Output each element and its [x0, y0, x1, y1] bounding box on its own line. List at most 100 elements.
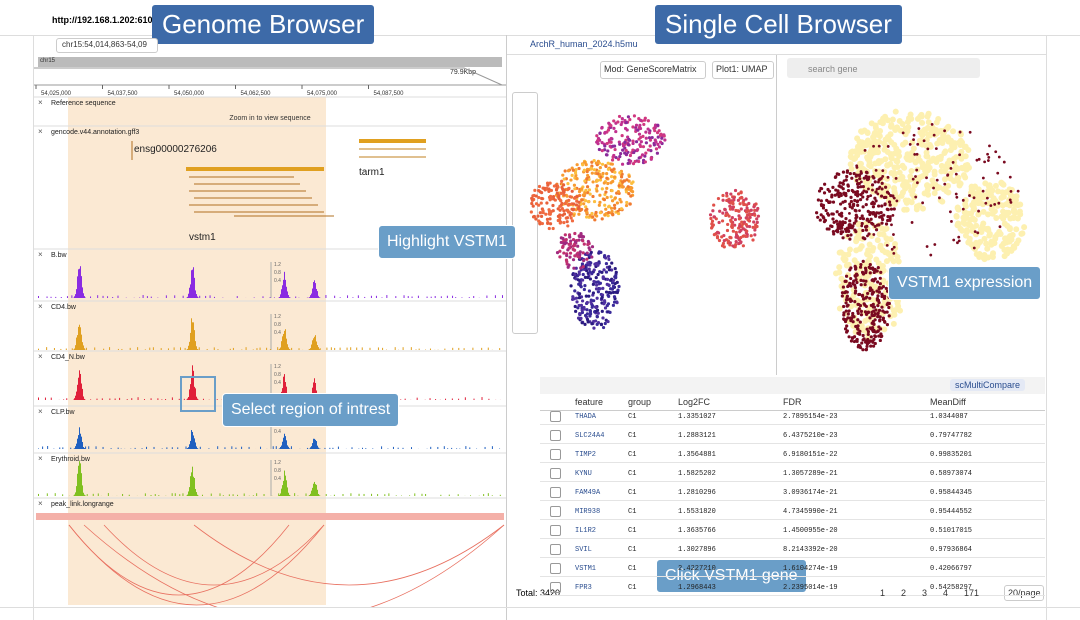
noise — [381, 446, 383, 449]
noise — [96, 398, 98, 400]
cell — [876, 133, 883, 140]
cell — [872, 144, 875, 148]
peak — [192, 322, 193, 350]
cell — [871, 188, 874, 192]
cell — [624, 190, 629, 194]
noise — [213, 296, 215, 298]
cell — [596, 272, 600, 277]
peak — [288, 446, 289, 449]
cell — [882, 226, 889, 233]
peak — [83, 492, 84, 496]
plot-select[interactable] — [712, 61, 774, 79]
cell — [859, 278, 863, 282]
page-button[interactable]: 4 — [943, 588, 949, 598]
noise — [430, 446, 432, 449]
cell — [590, 245, 595, 249]
cell — [570, 207, 574, 211]
cell — [600, 187, 604, 191]
cell — [639, 118, 643, 123]
cell — [925, 111, 932, 118]
cell — [864, 190, 869, 194]
checkbox[interactable] — [550, 563, 561, 574]
checkbox[interactable] — [550, 544, 561, 555]
checkbox[interactable] — [550, 487, 561, 498]
page-button[interactable]: 3 — [922, 588, 928, 598]
column-header: MeanDiff — [930, 397, 966, 407]
page-button[interactable]: 1 — [880, 588, 886, 598]
peak — [313, 281, 314, 298]
peak — [315, 382, 316, 400]
cell — [585, 251, 589, 255]
cell — [605, 195, 609, 200]
checkbox[interactable] — [550, 449, 561, 460]
noise — [107, 296, 109, 298]
cell — [549, 210, 553, 214]
cell — [846, 183, 850, 187]
checkbox[interactable] — [550, 411, 561, 422]
cell — [734, 240, 738, 244]
cell — [609, 124, 613, 128]
cell — [888, 154, 895, 161]
scale-label: 0.8 — [274, 372, 281, 378]
cell — [865, 224, 869, 228]
page-button[interactable]: 2 — [901, 588, 907, 598]
cell — [947, 147, 954, 154]
noise — [346, 347, 348, 350]
cell — [606, 161, 610, 165]
cell — [753, 225, 758, 229]
compare-button[interactable]: scMultiCompare — [950, 379, 1026, 391]
cell — [884, 195, 888, 199]
cell — [865, 176, 869, 180]
checkbox[interactable] — [550, 506, 561, 517]
locus-box[interactable] — [56, 38, 158, 53]
checkbox[interactable] — [550, 582, 561, 593]
noise — [440, 296, 442, 298]
cell — [744, 234, 748, 239]
cell — [580, 310, 585, 315]
cell — [835, 172, 839, 176]
cell — [595, 189, 599, 193]
cell — [570, 219, 575, 223]
checkbox[interactable] — [550, 468, 561, 479]
peak — [314, 336, 315, 350]
cell — [742, 220, 746, 224]
cell — [578, 250, 582, 254]
cell — [830, 195, 834, 199]
cell — [833, 175, 837, 180]
cell — [859, 180, 863, 184]
checkbox[interactable] — [550, 430, 561, 441]
checkbox[interactable] — [550, 525, 561, 536]
page-size-box[interactable] — [1004, 585, 1044, 601]
peak — [76, 486, 77, 496]
track-close: × — [38, 127, 43, 136]
noise — [347, 295, 349, 298]
peak — [190, 384, 191, 400]
noise — [161, 448, 163, 449]
noise — [281, 494, 283, 496]
peak — [312, 340, 313, 350]
noise — [468, 297, 470, 298]
cell — [981, 235, 988, 242]
cell — [561, 236, 565, 241]
cell — [861, 333, 865, 338]
cell — [634, 123, 639, 127]
cell — [962, 143, 969, 150]
noise — [205, 295, 207, 298]
cell — [875, 160, 882, 167]
cell — [928, 157, 935, 164]
mod-select[interactable] — [600, 61, 706, 79]
peak — [195, 442, 196, 449]
cell — [569, 284, 573, 288]
search-box[interactable] — [787, 58, 980, 78]
cell — [631, 125, 635, 129]
cell — [887, 236, 894, 243]
noise — [463, 348, 465, 350]
file-name: ArchR_human_2024.h5mu — [530, 39, 638, 49]
column-header: Log2FC — [678, 397, 711, 407]
cell — [879, 194, 884, 198]
cell — [547, 187, 551, 191]
cell — [728, 207, 733, 211]
cell — [654, 140, 658, 144]
page-button[interactable]: 171 — [964, 588, 980, 598]
cell — [585, 177, 589, 181]
